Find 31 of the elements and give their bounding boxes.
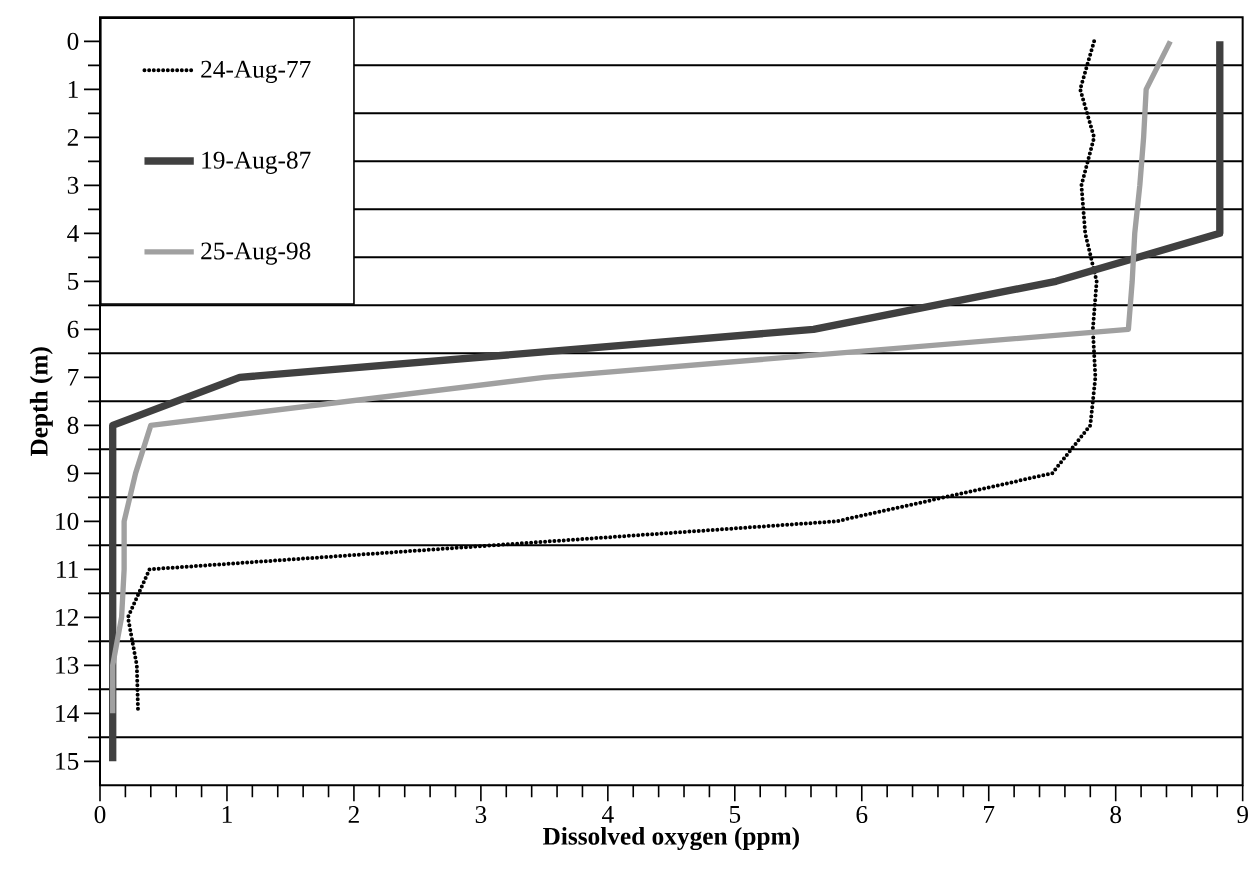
y-tick-label: 14: [56, 704, 79, 722]
y-tick-label: 5: [68, 272, 79, 290]
y-tick-label: 1: [68, 80, 78, 98]
y-tick-label: 0: [67, 32, 79, 50]
y-tick-label: 12: [56, 608, 78, 626]
legend-label: 25-Aug-98: [201, 242, 311, 265]
y-axis-title: Depth (m): [29, 347, 53, 457]
x-tick-label: 0: [94, 806, 106, 824]
y-tick-label: 11: [57, 560, 78, 578]
x-axis-title: Dissolved oxygen (ppm): [542, 826, 799, 851]
x-tick-label: 6: [856, 806, 868, 824]
y-tick-label: 10: [56, 512, 79, 530]
x-tick-label: 5: [729, 806, 741, 823]
x-tick-label: 2: [348, 806, 359, 823]
y-tick-label: 7: [68, 369, 79, 386]
y-tick-label: 15: [56, 752, 79, 770]
y-tick-label: 13: [56, 656, 79, 674]
x-tick-label: 7: [984, 806, 995, 823]
y-tick-label: 8: [67, 416, 79, 434]
y-tick-label: 2: [67, 128, 78, 146]
y-tick-label: 9: [67, 464, 79, 482]
y-tick-label: 4: [67, 225, 79, 242]
y-tick-label: 3: [67, 176, 79, 194]
x-tick-label: 3: [475, 806, 487, 824]
x-tick-label: 4: [602, 806, 614, 823]
x-tick-label: 1: [222, 806, 232, 823]
legend-label: 19-Aug-87: [202, 151, 311, 174]
x-tick-label: 8: [1110, 806, 1122, 824]
y-tick-label: 6: [67, 320, 79, 338]
x-tick-label: 9: [1237, 806, 1248, 824]
legend-label: 24-Aug-77: [201, 60, 311, 84]
